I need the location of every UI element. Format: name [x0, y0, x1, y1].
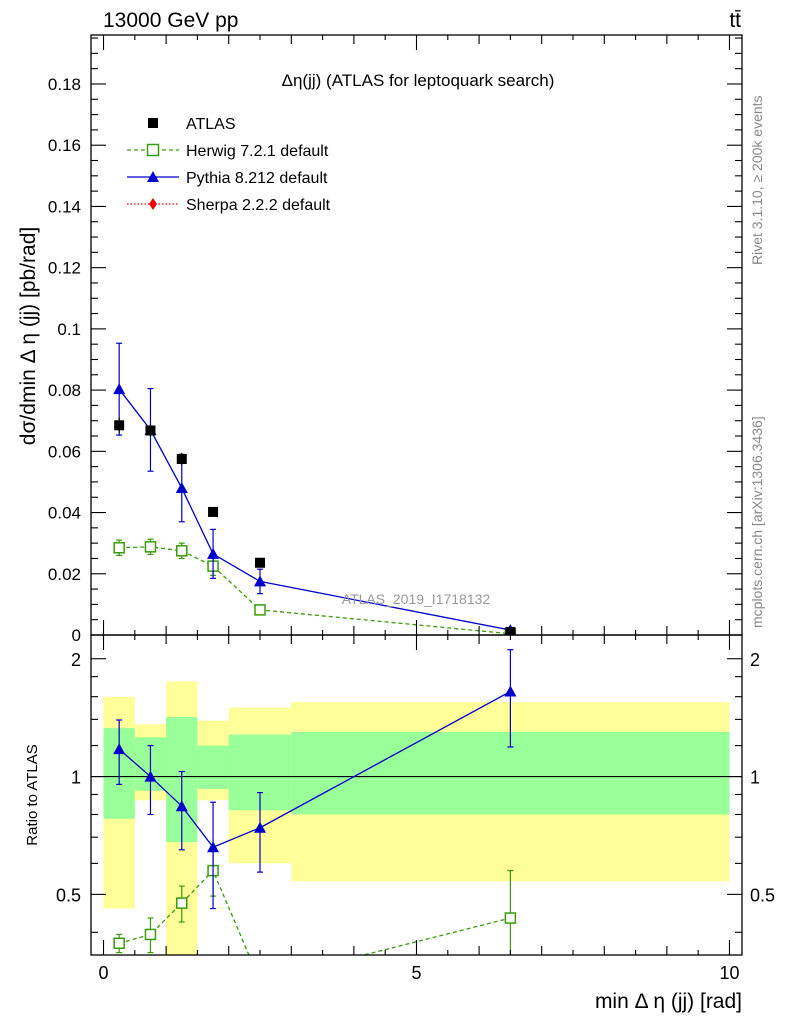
- main-pythia-point-0: [113, 383, 126, 395]
- main-ytick-label-1: 0.02: [48, 565, 81, 584]
- legend-marker-atlas: [148, 118, 158, 128]
- legend: ATLAS Herwig 7.2.1 default Pythia 8.212 …: [127, 116, 331, 214]
- main-pythia-point-4: [254, 575, 267, 587]
- ratio-ytick-label-right-2: 2: [750, 650, 760, 670]
- ratio-herwig-point-2: [176, 897, 188, 909]
- ratio-pythia-point-0: [113, 743, 126, 755]
- band-inner-3: [197, 745, 229, 789]
- ratio-pythia-point-1: [144, 770, 157, 782]
- main-ytick-label-4: 0.08: [48, 381, 81, 400]
- rivet-label: Rivet 3.1.10, ≥ 200k events: [749, 95, 765, 265]
- main-herwig-point-4: [254, 604, 266, 616]
- x-tick-label-0: 0: [99, 963, 109, 983]
- x-tick-label-2: 10: [719, 963, 739, 983]
- ratio-herwig-point-5: [504, 912, 517, 924]
- ratio-herwig-point-1: [144, 928, 157, 941]
- mcplots-label: mcplots.cern.ch [arXiv:1306.3436]: [749, 416, 765, 628]
- process-label: tt̄: [729, 9, 741, 32]
- ratio-uncertainty-bands: [103, 681, 730, 955]
- energy-label: 13000 GeV pp: [103, 9, 238, 32]
- main-ytick-label-7: 0.14: [48, 197, 81, 216]
- ratio-ytick-label-right-0: 0.5: [750, 885, 775, 905]
- main-herwig-point-2: [176, 545, 188, 557]
- legend-label-herwig: Herwig 7.2.1 default: [186, 143, 329, 160]
- ratio-herwig-point-4: [255, 976, 265, 986]
- main-atlas-point-2: [176, 453, 187, 464]
- main-y-axis-label: dσ/dmin Δ η (jj) [pb/rad]: [17, 227, 40, 445]
- main-ytick-label-2: 0.04: [48, 504, 81, 523]
- ratio-herwig-point-0: [113, 937, 125, 950]
- main-ytick-label-5: 0.1: [57, 320, 81, 339]
- main-pythia-point-2: [175, 482, 188, 494]
- ratio-pythia-point-3: [207, 841, 220, 853]
- axis-ticks: [91, 35, 742, 955]
- main-ytick-label-3: 0.06: [48, 442, 81, 461]
- main-ytick-label-0: 0: [72, 626, 81, 645]
- main-atlas-point-1: [145, 425, 156, 436]
- legend-label-pythia: Pythia 8.212 default: [186, 170, 328, 187]
- ratio-ytick-label-left-1: 1: [71, 768, 81, 788]
- ratio-y-axis-label: Ratio to ATLAS: [24, 744, 41, 845]
- main-atlas-point-3: [208, 506, 219, 517]
- legend-label-atlas: ATLAS: [186, 116, 236, 133]
- ratio-pythia-point-2: [175, 800, 188, 812]
- main-pythia-line: [118, 388, 511, 631]
- main-atlas-point-4: [255, 557, 266, 568]
- main-ytick-label-6: 0.12: [48, 259, 81, 278]
- main-pythia-point-3: [207, 547, 220, 559]
- ratio-panel-series: [113, 649, 517, 986]
- ratio-ytick-label-left-0: 0.5: [56, 885, 81, 905]
- plot-title: Δη(jj) (ATLAS for leptoquark search): [282, 71, 555, 90]
- ratio-herwig-line: [118, 869, 511, 955]
- legend-marker-pythia: [147, 171, 159, 182]
- x-axis-label: min Δ η (jj) [rad]: [595, 990, 742, 1013]
- main-herwig-point-0: [113, 542, 125, 554]
- analysis-watermark: ATLAS_2019_I1718132: [342, 591, 491, 607]
- legend-label-sherpa: Sherpa 2.2.2 default: [186, 197, 331, 214]
- legend-marker-herwig: [146, 143, 160, 157]
- legend-marker-sherpa: [149, 198, 157, 210]
- axis-tick-labels: 00.020.040.060.080.10.120.140.160.180 5 10…: [48, 75, 775, 983]
- ratio-pythia-point-5: [504, 685, 517, 697]
- main-ytick-label-9: 0.18: [48, 75, 81, 94]
- x-tick-label-1: 5: [411, 963, 421, 983]
- ratio-pythia-line: [118, 690, 511, 848]
- main-ytick-label-8: 0.16: [48, 136, 81, 155]
- ratio-ytick-label-left-2: 2: [71, 650, 81, 670]
- main-herwig-line: [119, 546, 511, 635]
- main-atlas-point-0: [114, 420, 125, 431]
- ratio-pythia-point-4: [254, 821, 267, 833]
- main-herwig-point-1: [144, 541, 157, 553]
- ratio-ytick-label-right-1: 1: [750, 768, 760, 788]
